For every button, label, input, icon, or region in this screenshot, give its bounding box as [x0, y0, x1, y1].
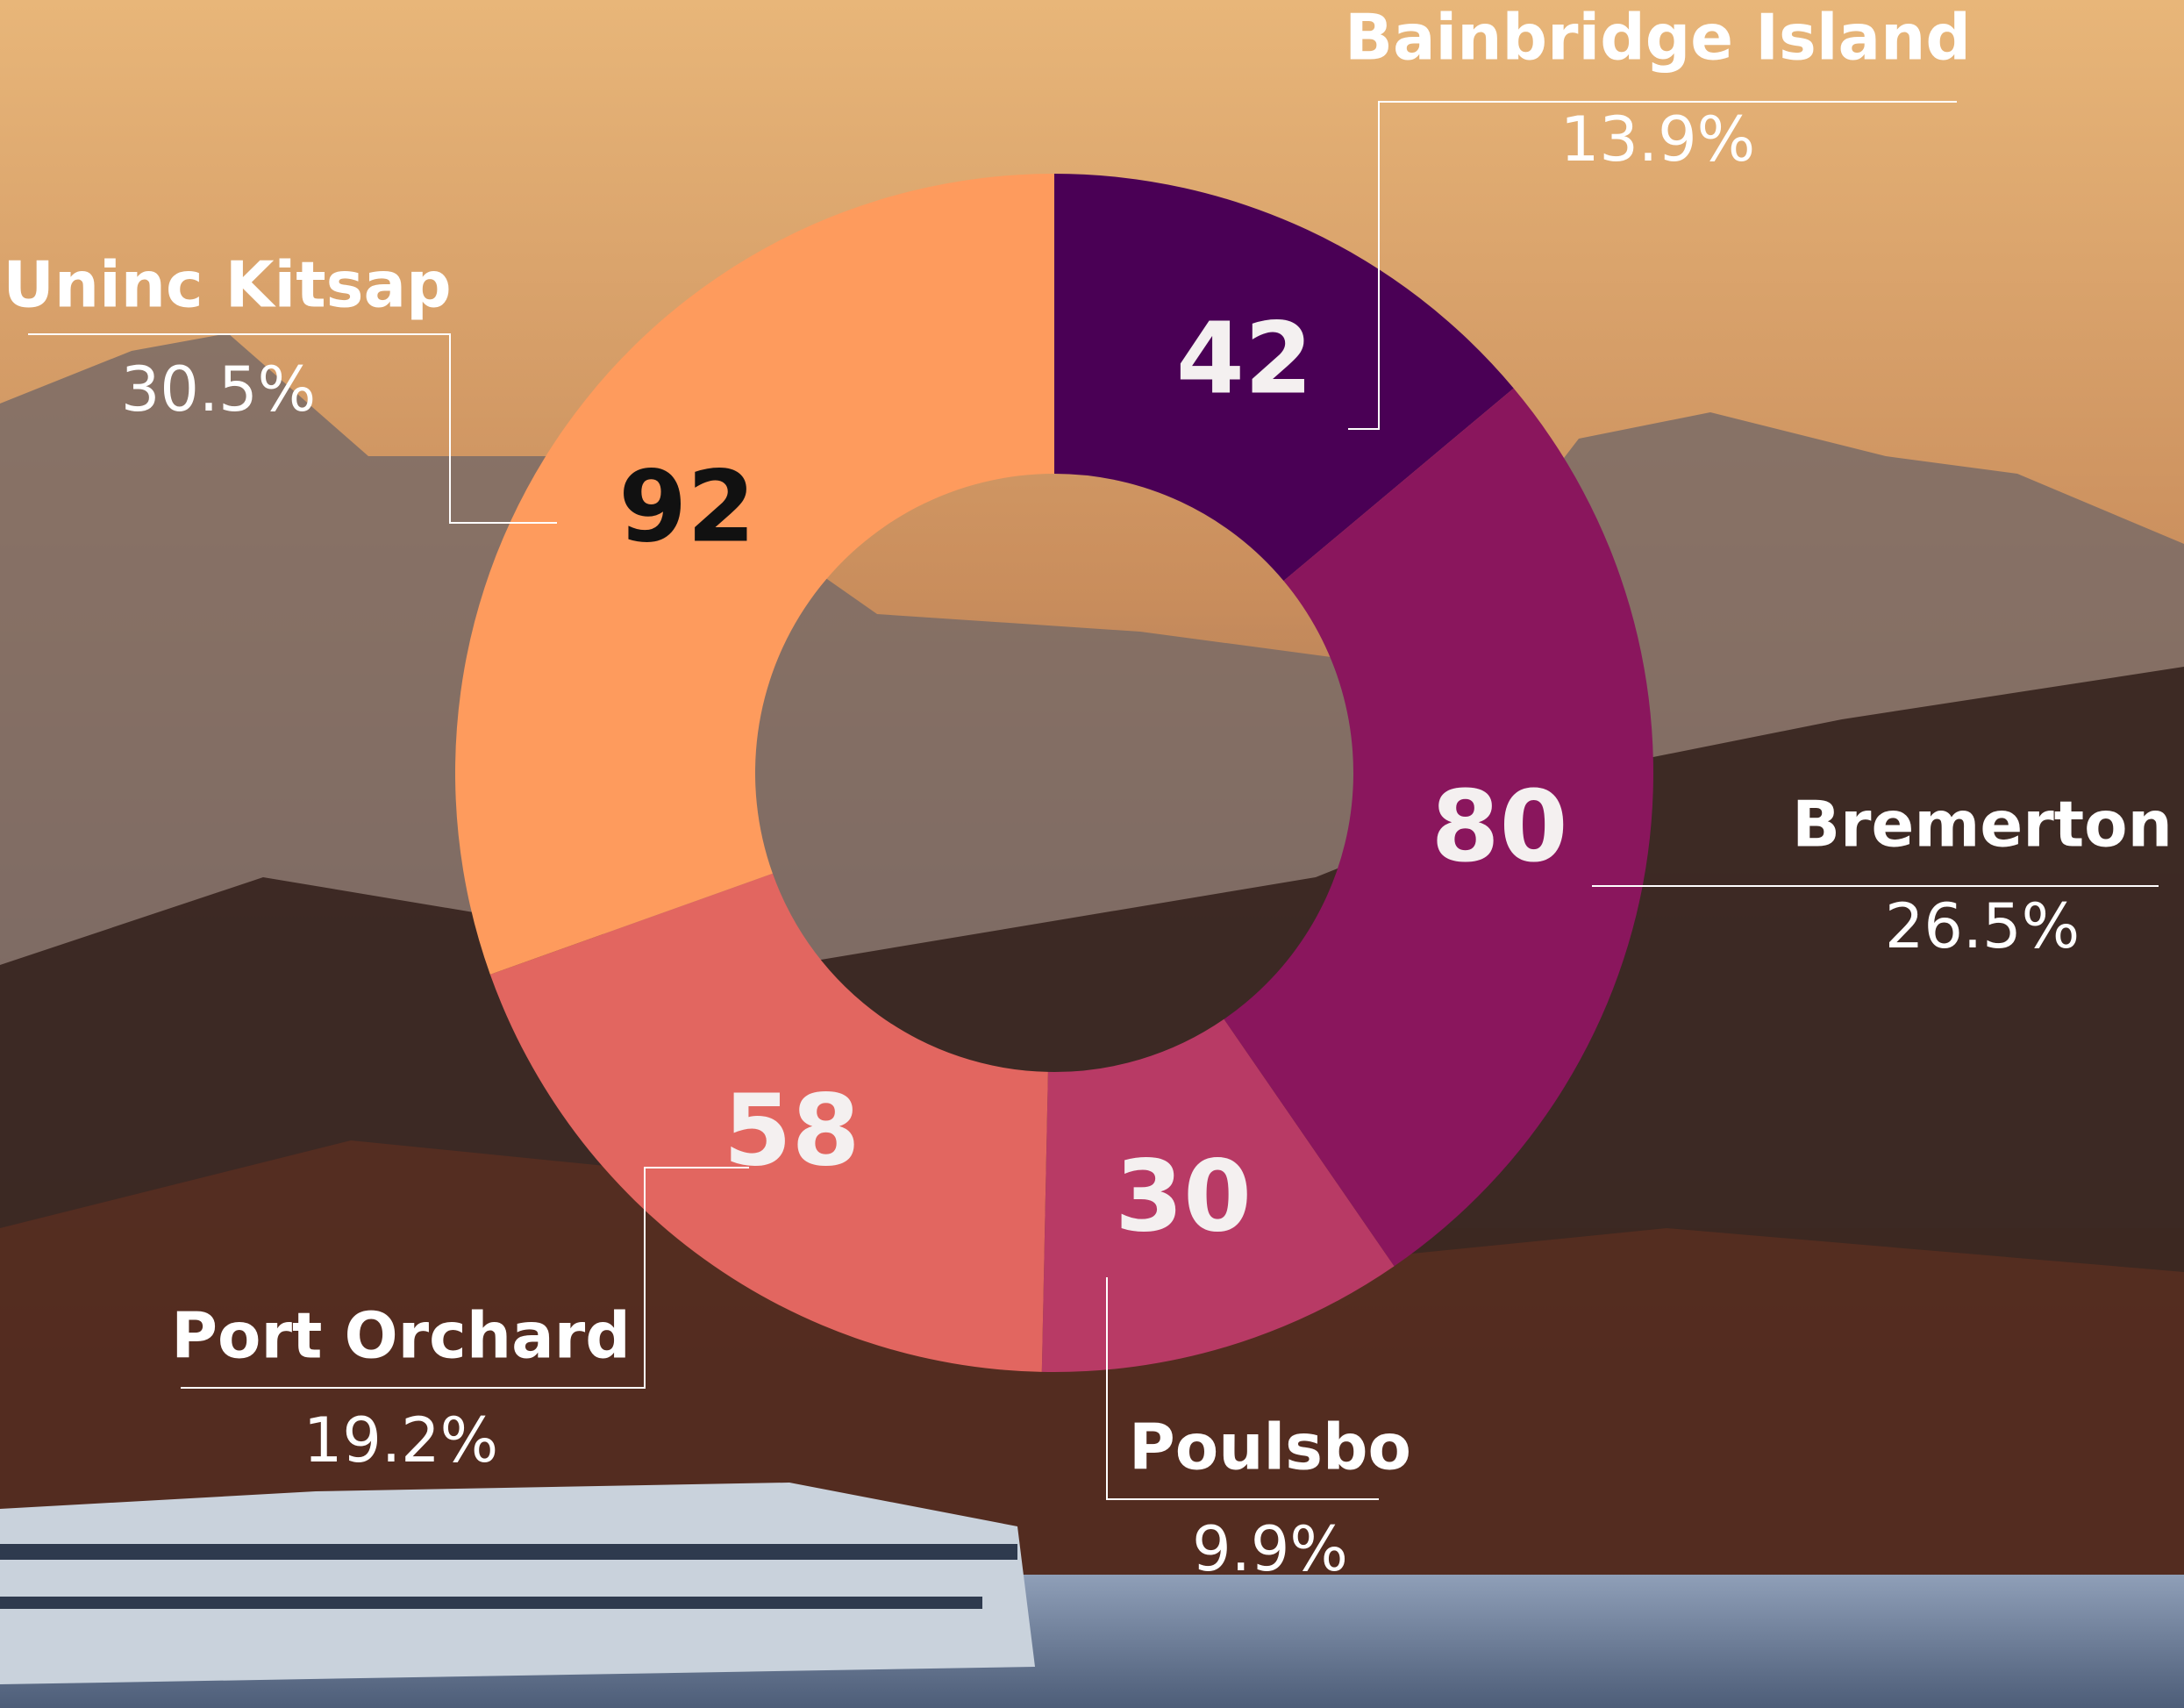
percent-label: 19.2% — [303, 1404, 498, 1476]
percent-label: 13.9% — [1560, 104, 1755, 175]
percent-label: 30.5% — [121, 354, 316, 425]
chart: 42 Bainbridge Island 13.9% 80 Bremerton 26.5%… — [0, 0, 2184, 1708]
percent-label: 26.5% — [1885, 890, 2080, 962]
value-label: 92 — [618, 451, 755, 565]
category-label: Port Orchard — [171, 1299, 631, 1373]
category-label: Bainbridge Island — [1345, 1, 1971, 75]
category-label: Bremerton — [1792, 788, 2173, 861]
value-label: 80 — [1431, 770, 1568, 884]
value-label: 42 — [1176, 303, 1313, 417]
category-label: Uninc Kitsap — [3, 248, 451, 322]
percent-label: 9.9% — [1192, 1513, 1348, 1585]
value-label: 58 — [724, 1074, 860, 1188]
category-label: Poulsbo — [1129, 1411, 1411, 1484]
value-label: 30 — [1115, 1140, 1252, 1254]
